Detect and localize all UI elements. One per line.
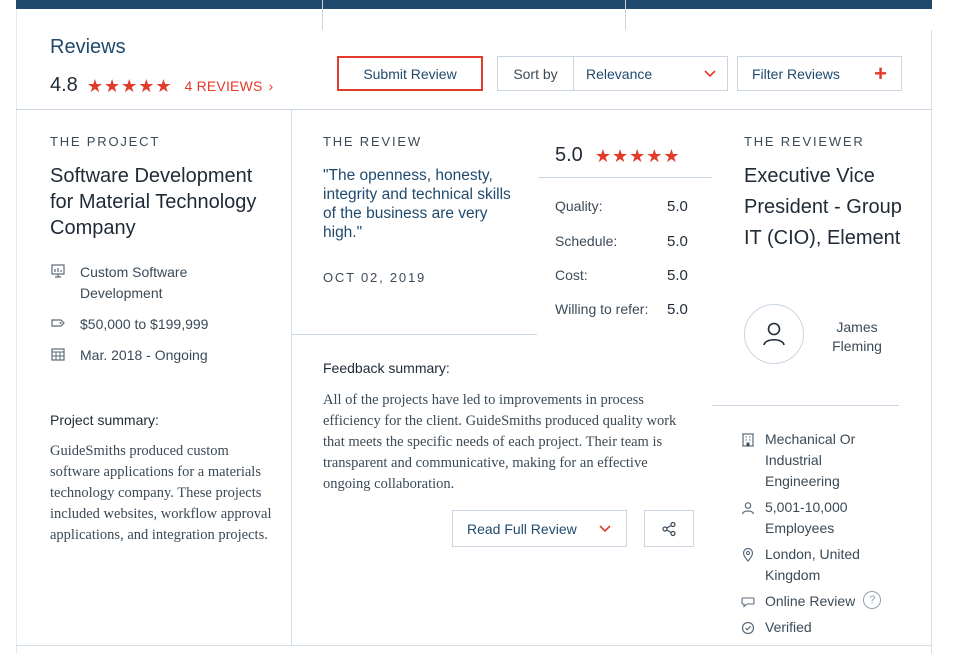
- reviewer-location-text: London, United Kingdom: [765, 546, 860, 583]
- project-dates-text: Mar. 2018 - Ongoing: [80, 347, 208, 363]
- user-icon: [763, 322, 785, 346]
- review-divider: [292, 334, 537, 335]
- review-score-value: 5.0: [555, 144, 583, 166]
- reviewer-verified-text: Verified: [765, 619, 812, 635]
- score-label: Cost:: [555, 267, 588, 283]
- score-divider: [538, 177, 712, 178]
- reviewer-location: London, United Kingdom: [741, 544, 891, 586]
- reviewer-company-size-text: 5,001-10,000 Employees: [765, 499, 848, 536]
- location-pin-icon: [741, 544, 765, 586]
- presentation-icon: [50, 262, 80, 304]
- tab-separator: [625, 0, 626, 30]
- read-full-review-label: Read Full Review: [467, 520, 577, 537]
- score-label: Willing to refer:: [555, 301, 649, 317]
- project-service: Custom Software Development: [50, 262, 250, 304]
- reviewer-company-size: 5,001-10,000 Employees: [741, 497, 891, 539]
- plus-icon: +: [874, 61, 887, 86]
- feedback-summary-heading: Feedback summary:: [323, 360, 450, 376]
- reviews-count-link[interactable]: 4 REVIEWS ›: [185, 78, 274, 94]
- project-dates: Mar. 2018 - Ongoing: [50, 345, 208, 368]
- project-summary-heading: Project summary:: [50, 412, 159, 428]
- sort-dropdown[interactable]: Sort by Relevance: [497, 56, 728, 91]
- review-stars-icon: ★★★★★: [594, 145, 681, 166]
- card-border-bottom: [16, 645, 932, 646]
- reviewer-section-label: THE REVIEWER: [744, 134, 865, 149]
- filter-reviews-label: Filter Reviews: [752, 65, 840, 82]
- building-icon: [741, 429, 765, 492]
- project-summary-text: GuideSmiths produced custom software app…: [50, 443, 272, 543]
- chat-bubble-icon: [741, 591, 765, 615]
- score-schedule: Schedule: 5.0: [555, 233, 695, 250]
- review-overall-score: 5.0 ★★★★★: [555, 144, 681, 167]
- score-label: Schedule:: [555, 233, 618, 249]
- score-value: 5.0: [667, 301, 688, 318]
- reviewer-review-type: Online Review ?: [741, 591, 911, 615]
- filter-reviews-button[interactable]: Filter Reviews +: [737, 56, 902, 91]
- frame-border-left: [16, 9, 17, 654]
- chevron-right-icon: ›: [268, 77, 274, 94]
- chevron-down-icon: [599, 525, 611, 533]
- project-section-label: THE PROJECT: [50, 134, 161, 149]
- reviews-count-label: 4 REVIEWS: [184, 77, 263, 94]
- review-quote: "The openness, honesty, integrity and te…: [323, 167, 511, 241]
- score-value: 5.0: [667, 198, 688, 215]
- reviewer-industry: Mechanical Or Industrial Engineering: [741, 429, 891, 492]
- card-border-top: [16, 109, 932, 110]
- reviewer-verified: Verified: [741, 617, 891, 641]
- sort-select[interactable]: Relevance: [574, 57, 727, 90]
- project-title: Software Development for Material Techno…: [50, 165, 257, 239]
- reviewer-title: Executive Vice President - Group IT (CIO…: [744, 165, 902, 249]
- chevron-down-icon: [704, 70, 716, 78]
- project-service-text: Custom Software Development: [80, 264, 188, 301]
- review-section-label: THE REVIEW: [323, 134, 422, 149]
- review-date: OCT 02, 2019: [323, 270, 427, 285]
- sort-label: Sort by: [498, 57, 574, 90]
- reviewer-review-type-text: Online Review: [765, 593, 856, 609]
- reviews-heading: Reviews: [50, 36, 126, 58]
- person-icon: [741, 497, 765, 539]
- top-tab-bar: [16, 0, 932, 9]
- reviewer-industry-text: Mechanical Or Industrial Engineering: [765, 431, 856, 489]
- help-icon[interactable]: ?: [863, 591, 882, 609]
- reviewer-divider: [712, 405, 899, 406]
- rating-value: 4.8: [50, 74, 78, 96]
- share-icon: [662, 521, 676, 536]
- calendar-icon: [50, 345, 80, 368]
- score-cost: Cost: 5.0: [555, 267, 695, 284]
- price-tag-icon: [50, 314, 80, 337]
- project-budget-text: $50,000 to $199,999: [80, 316, 209, 332]
- reviewer-name: James Fleming: [832, 319, 882, 354]
- project-budget: $50,000 to $199,999: [50, 314, 208, 337]
- rating-stars-icon: ★★★★★: [86, 75, 173, 96]
- score-value: 5.0: [667, 233, 688, 250]
- submit-review-button[interactable]: Submit Review: [337, 56, 483, 91]
- tab-separator: [322, 0, 323, 30]
- column-divider: [291, 110, 292, 645]
- overall-rating: 4.8 ★★★★★ 4 REVIEWS ›: [50, 74, 273, 97]
- score-value: 5.0: [667, 267, 688, 284]
- sort-selected-value: Relevance: [586, 65, 653, 82]
- avatar: [744, 304, 804, 364]
- score-quality: Quality: 5.0: [555, 198, 695, 215]
- share-button[interactable]: [644, 510, 694, 547]
- read-full-review-button[interactable]: Read Full Review: [452, 510, 627, 547]
- score-willing-to-refer: Willing to refer: 5.0: [555, 301, 695, 318]
- check-circle-icon: [741, 617, 765, 641]
- score-label: Quality:: [555, 198, 603, 214]
- frame-border-right: [931, 30, 932, 654]
- feedback-summary-text: All of the projects have led to improvem…: [323, 392, 677, 492]
